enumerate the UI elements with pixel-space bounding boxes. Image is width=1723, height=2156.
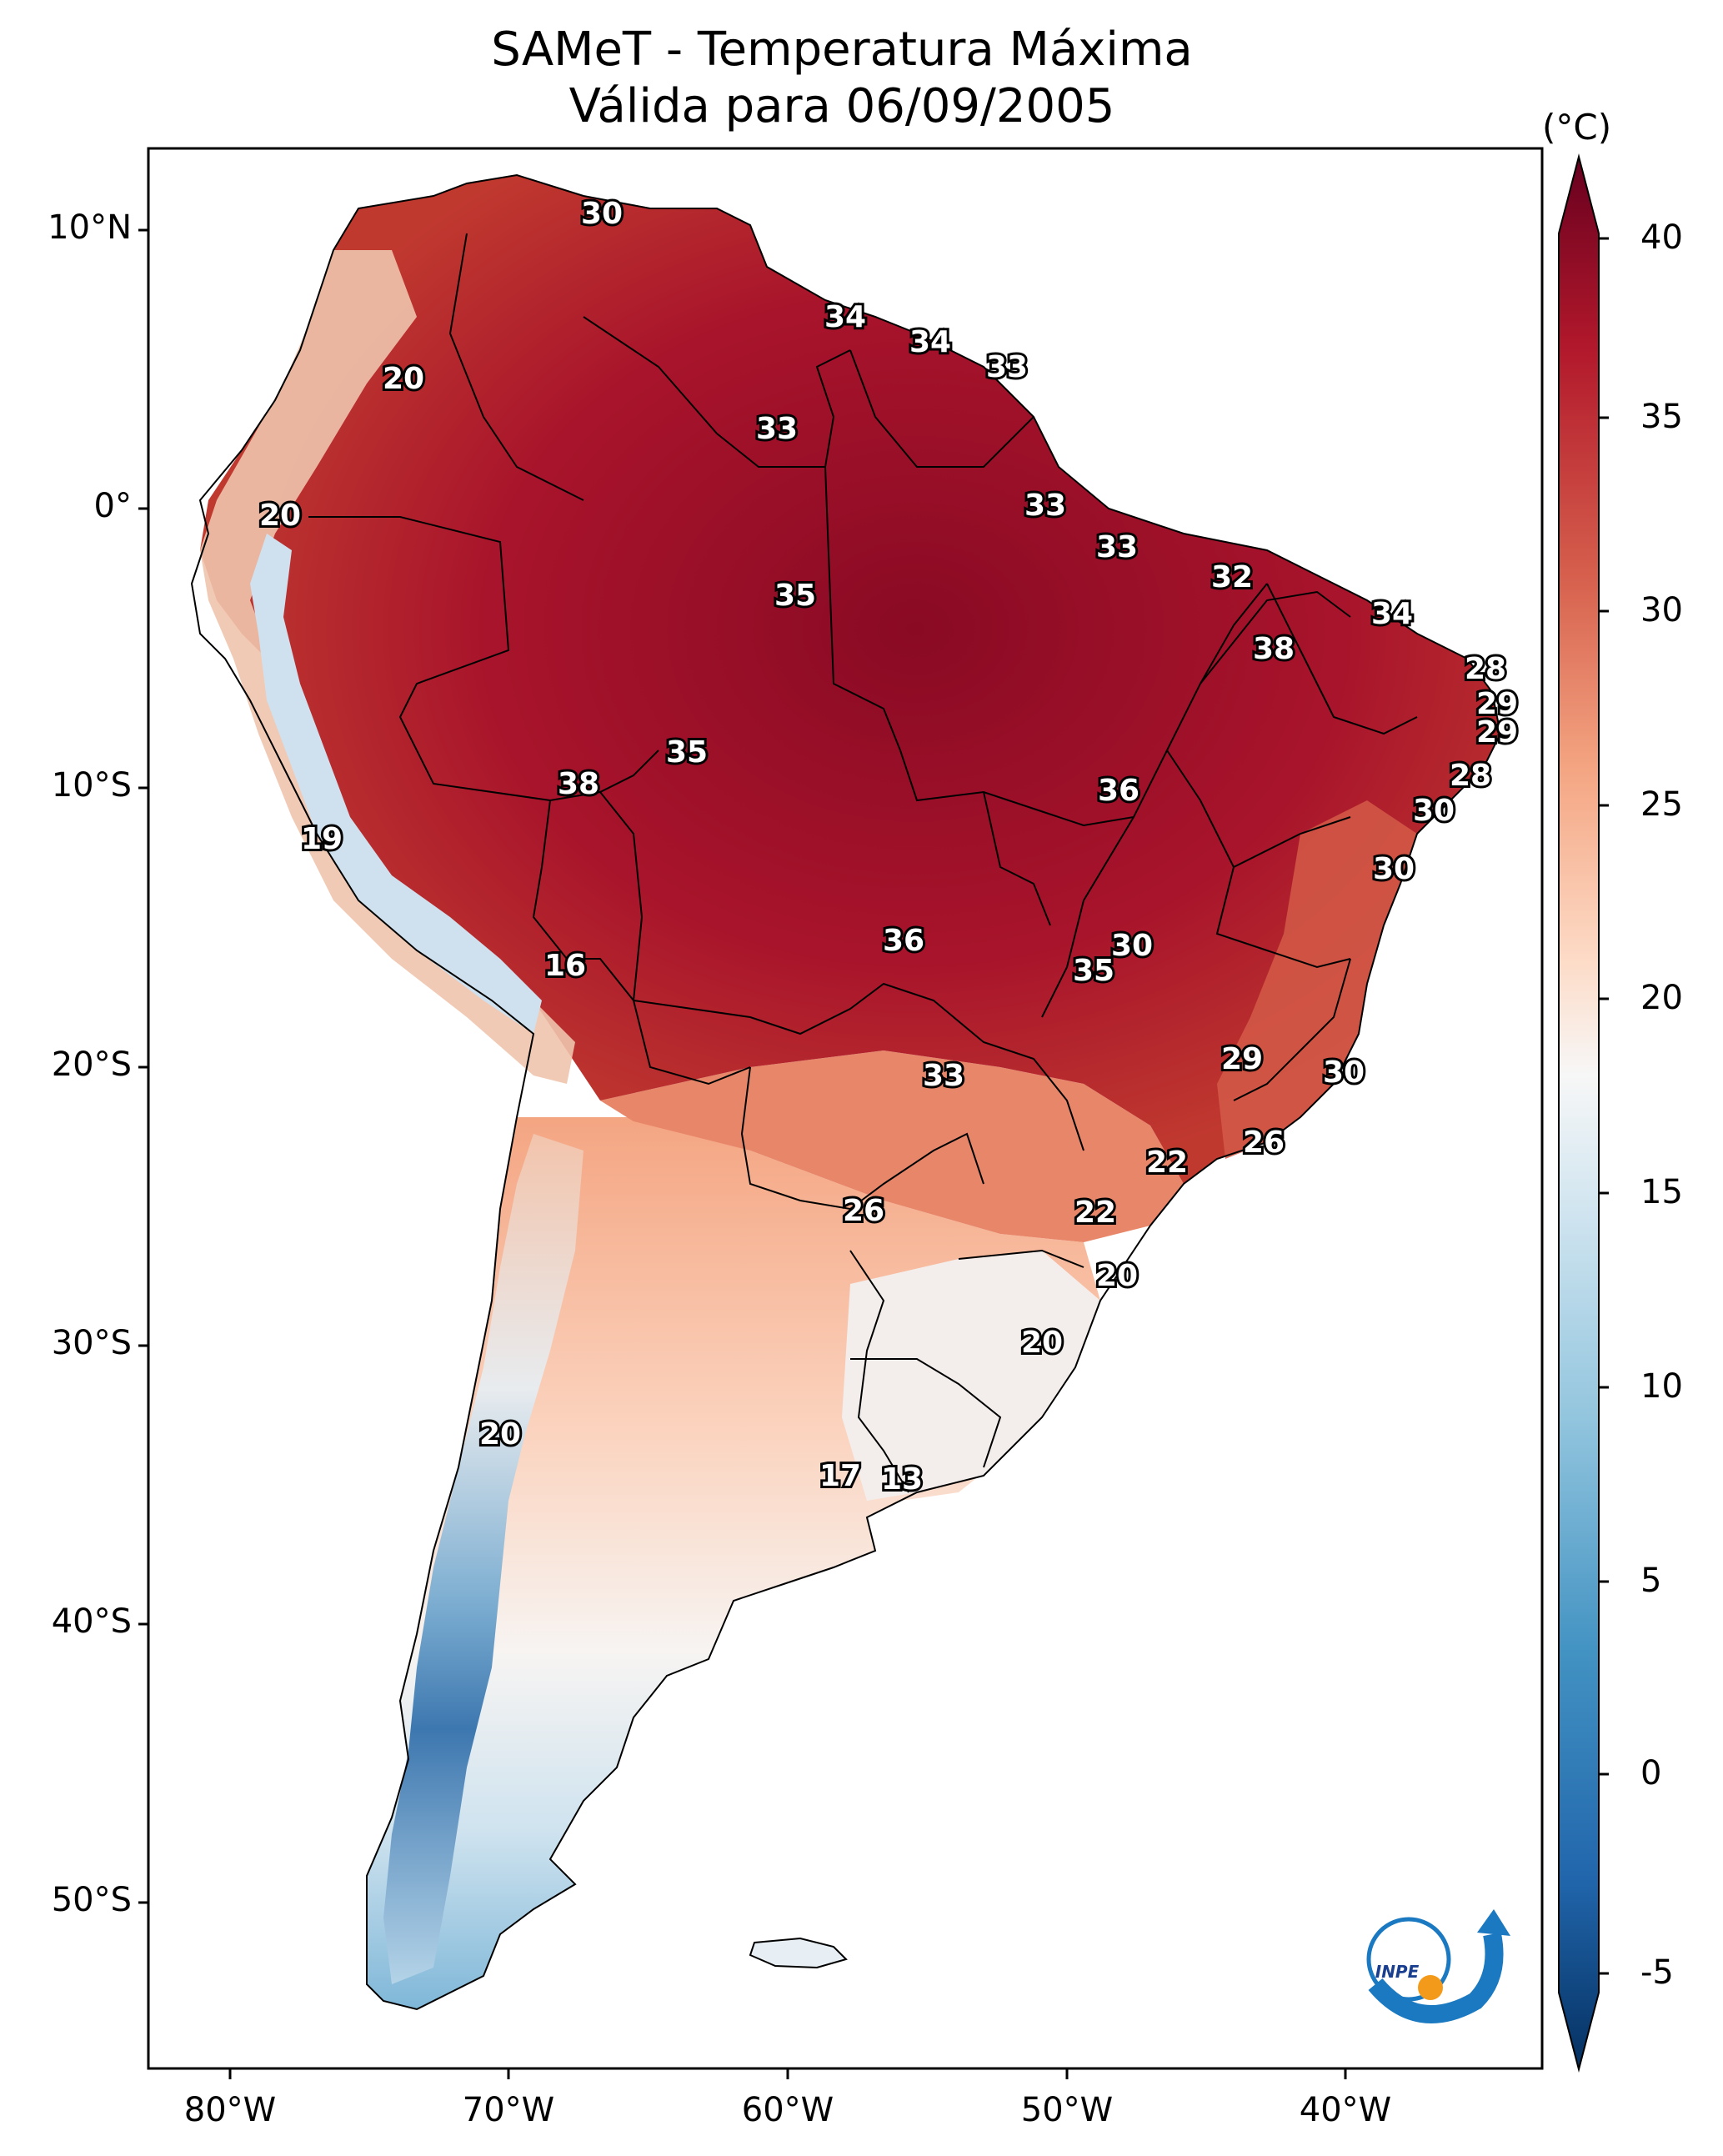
isotherm-label: 13 — [881, 1462, 923, 1497]
isotherm-label: 19 — [301, 822, 343, 856]
colorbar-tick-label: 35 — [1640, 398, 1683, 436]
isotherm-label: 34 — [824, 300, 866, 334]
isotherm-label: 30 — [1413, 794, 1455, 828]
andes-ridge-shape — [383, 1134, 584, 1984]
latitude-label: 0° — [93, 487, 132, 525]
north-hot-shape — [200, 175, 1500, 1184]
isotherm-label: 16 — [544, 949, 586, 983]
latitude-label: 10°S — [51, 766, 132, 805]
isotherm-label: 29 — [1476, 687, 1518, 721]
colorbar-tick-label: 0 — [1640, 1754, 1662, 1792]
isotherm-label: 30 — [1111, 929, 1153, 963]
isotherm-label: 28 — [1450, 759, 1491, 793]
colorbar-tick-label: 5 — [1640, 1562, 1662, 1600]
isotherm-label: 20 — [1096, 1259, 1138, 1293]
uruguay-cool-shape — [842, 1251, 1100, 1501]
longitude-label: 70°W — [462, 2091, 555, 2129]
longitude-label: 50°W — [1020, 2091, 1114, 2129]
isotherm-label: 20 — [383, 362, 424, 396]
colorbar-tick-label: 20 — [1640, 979, 1683, 1017]
colorbar-tick-label: 40 — [1640, 218, 1683, 257]
east-coast-warm-shape — [1217, 800, 1417, 1159]
colorbar-tick-label: 30 — [1640, 591, 1683, 629]
latitude-label: 50°S — [51, 1881, 132, 1919]
map-frame — [147, 147, 1544, 2070]
colorbar-tick-label: 25 — [1640, 785, 1683, 824]
colorbar — [1558, 153, 1609, 2073]
isotherm-label: 26 — [843, 1194, 884, 1228]
isotherm-label: 36 — [1098, 774, 1139, 808]
isotherm-label: 38 — [558, 767, 599, 801]
latitude-label: 20°S — [51, 1045, 132, 1084]
isotherm-label: 30 — [1373, 852, 1415, 886]
isotherm-label: 22 — [1146, 1146, 1188, 1180]
isotherm-label: 33 — [923, 1059, 964, 1093]
country-borders — [190, 173, 1502, 2011]
isotherm-label: 17 — [819, 1459, 861, 1493]
isotherm-label: 20 — [1021, 1326, 1063, 1360]
colorbar-tick-label: 10 — [1640, 1367, 1683, 1406]
isotherm-label: 20 — [479, 1417, 521, 1452]
longitude-label: 40°W — [1299, 2091, 1392, 2129]
isotherm-label: 33 — [1096, 530, 1138, 564]
isotherm-labels: 30 34 34 33 20 33 20 33 33 35 32 34 38 2… — [257, 194, 1520, 1499]
isotherm-label: 33 — [756, 412, 798, 446]
isotherm-label: 30 — [581, 197, 623, 231]
isotherm-label: 33 — [986, 350, 1028, 384]
latitude-label: 30°S — [51, 1324, 132, 1362]
isotherm-label: 35 — [666, 735, 708, 770]
map-subtitle: Válida para 06/09/2005 — [568, 79, 1115, 133]
inpe-logo: INPE — [1366, 1909, 1510, 2023]
falklands-shape — [749, 1937, 848, 1969]
map-title: SAMeT - Temperatura Máxima — [491, 23, 1193, 77]
latitude-label: 10°N — [48, 208, 132, 247]
colorbar-tick-label: -5 — [1640, 1953, 1674, 1992]
isotherm-label: 22 — [1074, 1196, 1116, 1230]
colorbar-scale — [1558, 153, 1600, 2073]
longitude-label: 60°W — [741, 2091, 834, 2129]
isotherm-label: 34 — [1371, 597, 1413, 631]
isotherm-label: 35 — [774, 579, 816, 613]
axis-ticks — [138, 228, 1347, 2079]
latitude-label: 40°S — [51, 1602, 132, 1641]
isotherm-label: 29 — [1476, 715, 1518, 750]
isotherm-label: 36 — [883, 924, 924, 958]
isotherm-label: 33 — [1024, 489, 1066, 523]
colorbar-tick-label: 15 — [1640, 1173, 1683, 1211]
longitude-label: 80°W — [183, 2091, 277, 2129]
isotherm-label: 35 — [1073, 954, 1114, 988]
isotherm-label: 28 — [1465, 652, 1506, 686]
isotherm-label: 26 — [1243, 1126, 1285, 1160]
isotherm-label: 30 — [1323, 1055, 1365, 1090]
map-area: 30 34 34 33 20 33 20 33 33 35 32 34 38 2… — [190, 173, 1520, 2023]
peru-andes-cold-shape — [250, 534, 542, 1034]
isotherm-label: 29 — [1221, 1042, 1263, 1076]
inpe-logo-text: INPE — [1375, 1962, 1420, 1982]
northern-andes-cool-shape — [200, 250, 575, 1084]
isotherm-label: 34 — [909, 325, 951, 359]
isotherm-label: 38 — [1253, 632, 1295, 666]
isotherm-label: 20 — [259, 499, 301, 533]
colorbar-unit: (°C) — [1542, 107, 1612, 148]
isotherm-label: 32 — [1211, 560, 1253, 594]
